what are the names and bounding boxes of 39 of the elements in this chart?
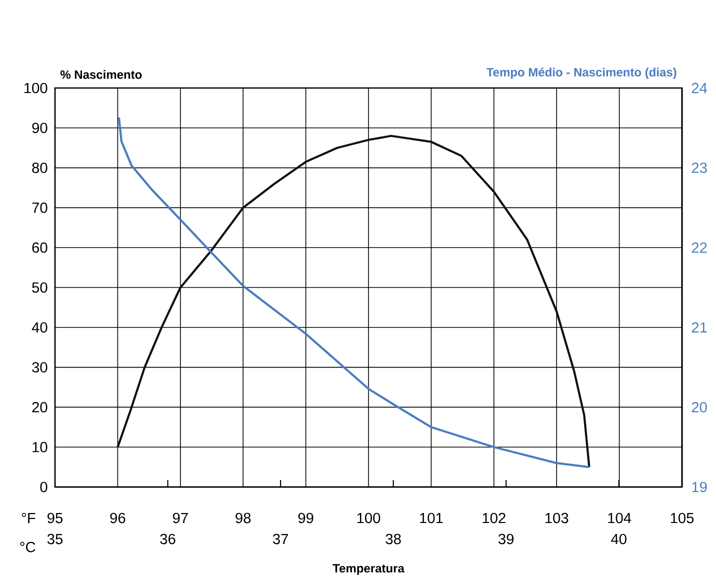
x-tick-label: 96 xyxy=(110,512,126,524)
x-tick-label: 104 xyxy=(608,512,632,524)
x2-tick-label: 37 xyxy=(272,534,288,544)
x-tick-label: 95 xyxy=(48,512,63,524)
y-tick-label: 10 xyxy=(32,442,48,452)
x2-tick-label: 40 xyxy=(611,534,626,544)
x2-tick-label: 38 xyxy=(386,534,401,544)
text: °C xyxy=(20,542,36,552)
y2-tick-label: 23 xyxy=(692,162,707,174)
y2-tick-label: 19 xyxy=(692,482,707,492)
x-tick-label: 103 xyxy=(545,512,568,524)
x-tick-label: 98 xyxy=(236,512,251,524)
y-tick-label: 60 xyxy=(32,242,48,253)
y-axis-title: % Nascimento xyxy=(60,70,142,79)
y-tick-label: 20 xyxy=(32,402,48,412)
y2-axis-title: Tempo Médio - Nascimento (dias) xyxy=(486,68,676,79)
x2-tick-label: 36 xyxy=(160,534,176,544)
y2-tick-label: 21 xyxy=(692,322,707,333)
x-tick-label: 102 xyxy=(482,512,506,524)
x-tick-label: 105 xyxy=(670,512,694,524)
y-tick-label: 0 xyxy=(40,482,48,492)
y2-tick-label: 22 xyxy=(692,242,707,253)
y-tick-label: 30 xyxy=(32,362,48,373)
y2-tick-label: 20 xyxy=(692,402,707,412)
x-tick-label: 101 xyxy=(420,512,443,524)
x-tick-label: 100 xyxy=(357,512,380,524)
x-axis-title: Temperatura xyxy=(332,564,404,575)
y-tick-label: 80 xyxy=(32,162,48,174)
x2-tick-label: 39 xyxy=(498,534,514,544)
x-tick-label: 97 xyxy=(172,512,188,524)
y-tick-label: 40 xyxy=(32,322,48,333)
y-tick-label: 90 xyxy=(32,122,48,134)
text: °F xyxy=(22,512,36,524)
y-tick-label: 100 xyxy=(24,82,48,94)
y-tick-label: 70 xyxy=(32,202,48,213)
x2-tick-label: 35 xyxy=(47,534,63,544)
y2-tick-label: 24 xyxy=(692,82,708,94)
x-tick-label: 99 xyxy=(298,512,314,524)
y-tick-label: 50 xyxy=(32,282,48,293)
